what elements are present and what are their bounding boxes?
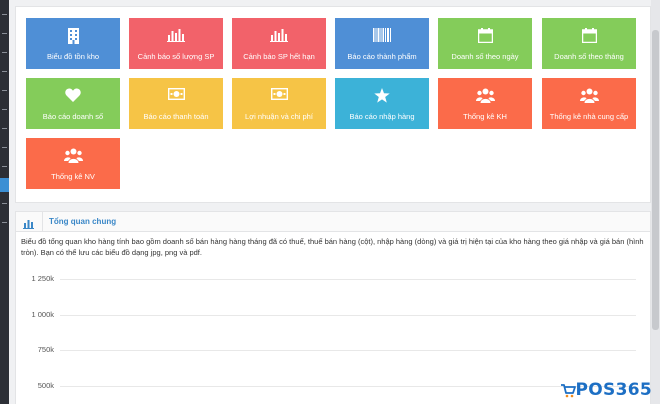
sidebar-tick bbox=[2, 33, 7, 34]
report-tile-label: Thống kê KH bbox=[463, 112, 507, 121]
y-axis-tick-label: 500k bbox=[37, 380, 54, 390]
pos365-logo: POS365 bbox=[560, 380, 652, 400]
report-tile[interactable]: Cảnh báo SP hết hạn bbox=[232, 18, 326, 69]
sidebar-tick bbox=[2, 203, 7, 204]
sidebar-active-indicator bbox=[0, 178, 9, 192]
report-tile-label: Cảnh báo số lượng SP bbox=[137, 52, 215, 61]
report-tile[interactable]: Doanh số theo tháng bbox=[542, 18, 636, 69]
bar-chart-icon bbox=[129, 28, 223, 42]
report-tile-label: Báo cáo nhập hàng bbox=[349, 112, 415, 121]
left-sidebar-strip bbox=[0, 0, 9, 404]
gridline bbox=[60, 385, 636, 387]
y-axis-tick-label: 750k bbox=[37, 345, 54, 355]
sidebar-tick bbox=[2, 222, 7, 223]
report-tile-label: Cảnh báo SP hết hạn bbox=[243, 52, 315, 61]
sidebar-tick bbox=[2, 128, 7, 129]
sidebar-tick bbox=[2, 71, 7, 72]
overview-header: Tổng quan chung bbox=[16, 212, 650, 232]
heart-icon bbox=[26, 88, 120, 102]
gridline bbox=[60, 314, 636, 316]
report-tile-label: Doanh số theo tháng bbox=[554, 52, 624, 61]
report-tile[interactable]: Cảnh báo số lượng SP bbox=[129, 18, 223, 69]
bar-chart-icon bbox=[23, 216, 34, 234]
report-tiles-panel: Biểu đồ tồn kho Cảnh báo số lượng SP Cảnh … bbox=[15, 6, 651, 203]
report-tile[interactable]: Thống kê nhà cung cấp bbox=[542, 78, 636, 129]
report-tile-label: Báo cáo doanh số bbox=[42, 112, 104, 121]
sidebar-tick bbox=[2, 90, 7, 91]
sidebar-tick bbox=[2, 52, 7, 53]
calendar-icon bbox=[438, 28, 532, 43]
report-tile[interactable]: Thống kê NV bbox=[26, 138, 120, 189]
report-tile-label: Báo cáo thành phẩm bbox=[347, 52, 417, 61]
cart-icon bbox=[560, 384, 576, 398]
report-tile[interactable]: Báo cáo doanh số bbox=[26, 78, 120, 129]
report-tile[interactable]: Doanh số theo ngày bbox=[438, 18, 532, 69]
report-tile[interactable]: Lợi nhuận và chi phí bbox=[232, 78, 326, 129]
report-tile[interactable]: Thống kê KH bbox=[438, 78, 532, 129]
users-icon bbox=[26, 148, 120, 163]
y-axis-tick-label: 1 250k bbox=[31, 274, 54, 283]
header-divider bbox=[42, 212, 43, 232]
money-icon bbox=[232, 88, 326, 100]
overview-chart: 1 250k 1 000k 750k 500k bbox=[16, 267, 652, 404]
sidebar-tick bbox=[2, 14, 7, 15]
sidebar-tick bbox=[2, 166, 7, 167]
page-scrollbar[interactable] bbox=[651, 0, 660, 404]
star-icon bbox=[335, 88, 429, 103]
report-tile-label: Báo cáo thanh toán bbox=[143, 112, 209, 121]
users-icon bbox=[542, 88, 636, 103]
gridline bbox=[60, 350, 636, 352]
report-tile[interactable]: Biểu đồ tồn kho bbox=[26, 18, 120, 69]
report-tile-label: Biểu đồ tồn kho bbox=[46, 52, 100, 61]
report-tile[interactable]: Báo cáo nhập hàng bbox=[335, 78, 429, 129]
report-tile[interactable]: Báo cáo thành phẩm bbox=[335, 18, 429, 69]
overview-description: Biểu đồ tổng quan kho hàng tính bao gồm … bbox=[21, 237, 644, 257]
scrollbar-thumb[interactable] bbox=[652, 30, 659, 330]
bar-chart-icon bbox=[232, 28, 326, 42]
gridline bbox=[60, 279, 636, 280]
sidebar-tick bbox=[2, 147, 7, 148]
building-icon bbox=[26, 28, 120, 44]
report-tile-label: Doanh số theo ngày bbox=[451, 52, 519, 61]
overview-panel: Tổng quan chung Biểu đồ tổng quan kho hà… bbox=[15, 211, 651, 404]
money-icon bbox=[129, 88, 223, 100]
logo-text: POS365 bbox=[575, 380, 652, 400]
barcode-icon bbox=[335, 28, 429, 42]
report-tile-label: Thống kê nhà cung cấp bbox=[549, 112, 629, 121]
report-tile-label: Lợi nhuận và chi phí bbox=[245, 112, 313, 121]
report-tile-label: Thống kê NV bbox=[51, 172, 95, 181]
sidebar-tick bbox=[2, 109, 7, 110]
y-axis-tick-label: 1 000k bbox=[31, 309, 54, 319]
calendar-icon bbox=[542, 28, 636, 43]
report-tile[interactable]: Báo cáo thanh toán bbox=[129, 78, 223, 129]
overview-title[interactable]: Tổng quan chung bbox=[49, 217, 117, 226]
users-icon bbox=[438, 88, 532, 103]
